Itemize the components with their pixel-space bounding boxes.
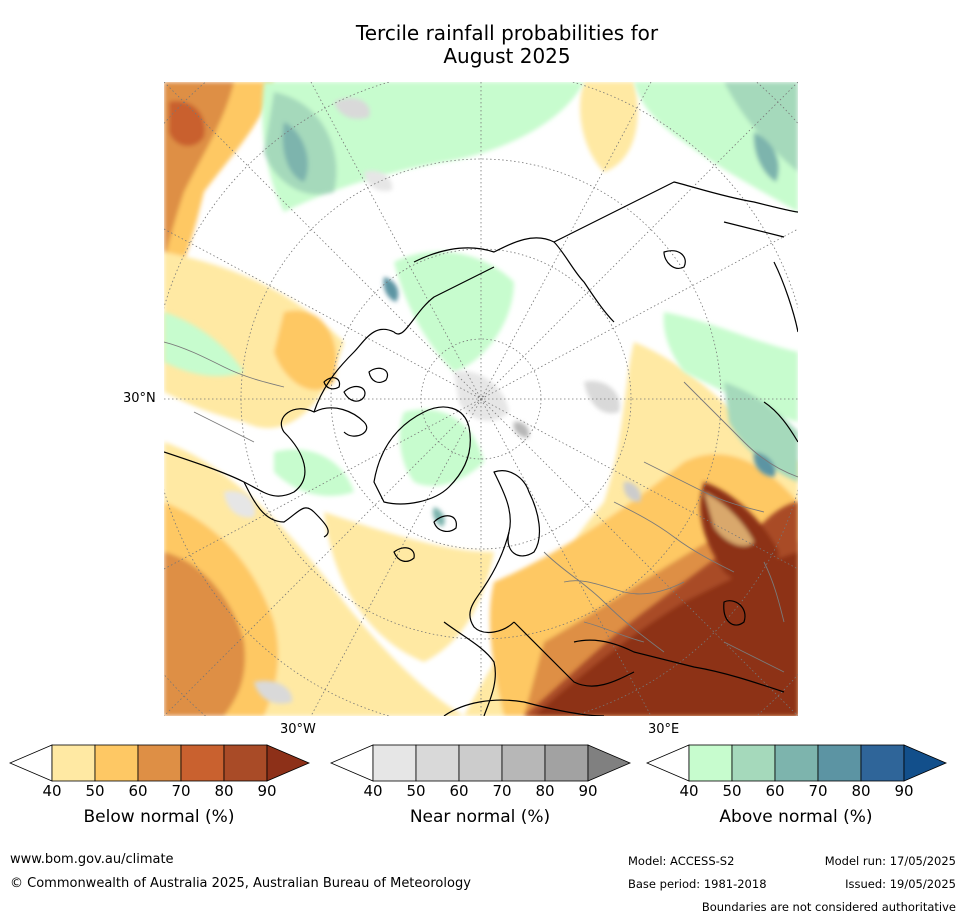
graticule [164, 82, 798, 716]
footer-model-run: Model run: 17/05/2025 [824, 854, 956, 868]
colorbar-extend-high [903, 744, 948, 782]
footer-model: Model: ACCESS-S2 [628, 854, 735, 868]
colorbar-near-normal [329, 744, 632, 782]
footer-issued: Issued: 19/05/2025 [845, 877, 956, 891]
footer-copyright: © Commonwealth of Australia 2025, Austra… [10, 876, 471, 891]
colorbar-swatch [51, 744, 96, 782]
coastlines [164, 181, 798, 716]
colorbar-swatch [372, 744, 417, 782]
tick-label: 50 [722, 782, 742, 800]
tick-label: 50 [406, 782, 426, 800]
colorbar-swatch [860, 744, 905, 782]
tick-label: 60 [449, 782, 469, 800]
map-canvas [164, 82, 798, 716]
colorbar-swatch [94, 744, 139, 782]
polar-map [164, 82, 798, 716]
tick-label: 70 [808, 782, 828, 800]
lat-label-30n: 30°N [123, 391, 156, 406]
colorbar-swatch [223, 744, 268, 782]
colorbar-above-normal [645, 744, 948, 782]
lon-label-30w: 30°W [280, 722, 316, 737]
colorbar-swatch [137, 744, 182, 782]
tick-label: 40 [679, 782, 699, 800]
footer-disclaimer: Boundaries are not considered authoritat… [701, 900, 956, 914]
above-normal-regions [164, 82, 798, 527]
colorbar-title-above: Above normal (%) [719, 807, 873, 827]
colorbar-swatch [458, 744, 503, 782]
colorbar-swatch [817, 744, 862, 782]
country-borders [164, 341, 798, 673]
colorbar-title-near: Near normal (%) [409, 807, 551, 827]
tick-label: 60 [128, 782, 148, 800]
near-normal-patches [224, 97, 641, 704]
footer-website: www.bom.gov.au/climate [10, 852, 174, 867]
chart-title: Tercile rainfall probabilities for Augus… [0, 22, 965, 68]
colorbar-title-below: Below normal (%) [83, 807, 235, 827]
title-line-1: Tercile rainfall probabilities for [355, 21, 659, 45]
colorbar-extend-low [8, 744, 53, 782]
colorbar-swatch [731, 744, 776, 782]
colorbar-extend-high [587, 744, 632, 782]
tick-label: 60 [765, 782, 785, 800]
colorbar-swatch [415, 744, 460, 782]
tick-label: 80 [535, 782, 555, 800]
colorbar-extend-high [266, 744, 311, 782]
below-normal-core [524, 482, 798, 716]
colorbar-swatch [501, 744, 546, 782]
colorbar-swatch [688, 744, 733, 782]
colorbar-below-normal [8, 744, 311, 782]
tick-label: 40 [42, 782, 62, 800]
lon-label-30e: 30°E [648, 722, 680, 737]
title-line-2: August 2025 [443, 44, 571, 68]
tick-label: 50 [85, 782, 105, 800]
colorbar-near-svg [329, 744, 632, 782]
colorbar-below-svg [8, 744, 311, 782]
tick-label: 80 [214, 782, 234, 800]
tick-label: 70 [492, 782, 512, 800]
tick-label: 90 [578, 782, 598, 800]
colorbar-swatch [544, 744, 589, 782]
colorbar-extend-low [329, 744, 374, 782]
tick-label: 80 [851, 782, 871, 800]
tick-label: 90 [894, 782, 914, 800]
colorbar-swatch [180, 744, 225, 782]
colorbar-extend-low [645, 744, 690, 782]
colorbar-above-svg [645, 744, 948, 782]
footer-base-period: Base period: 1981-2018 [628, 877, 767, 891]
tick-label: 70 [171, 782, 191, 800]
tick-label: 40 [363, 782, 383, 800]
tick-label: 90 [257, 782, 277, 800]
colorbar-swatch [774, 744, 819, 782]
